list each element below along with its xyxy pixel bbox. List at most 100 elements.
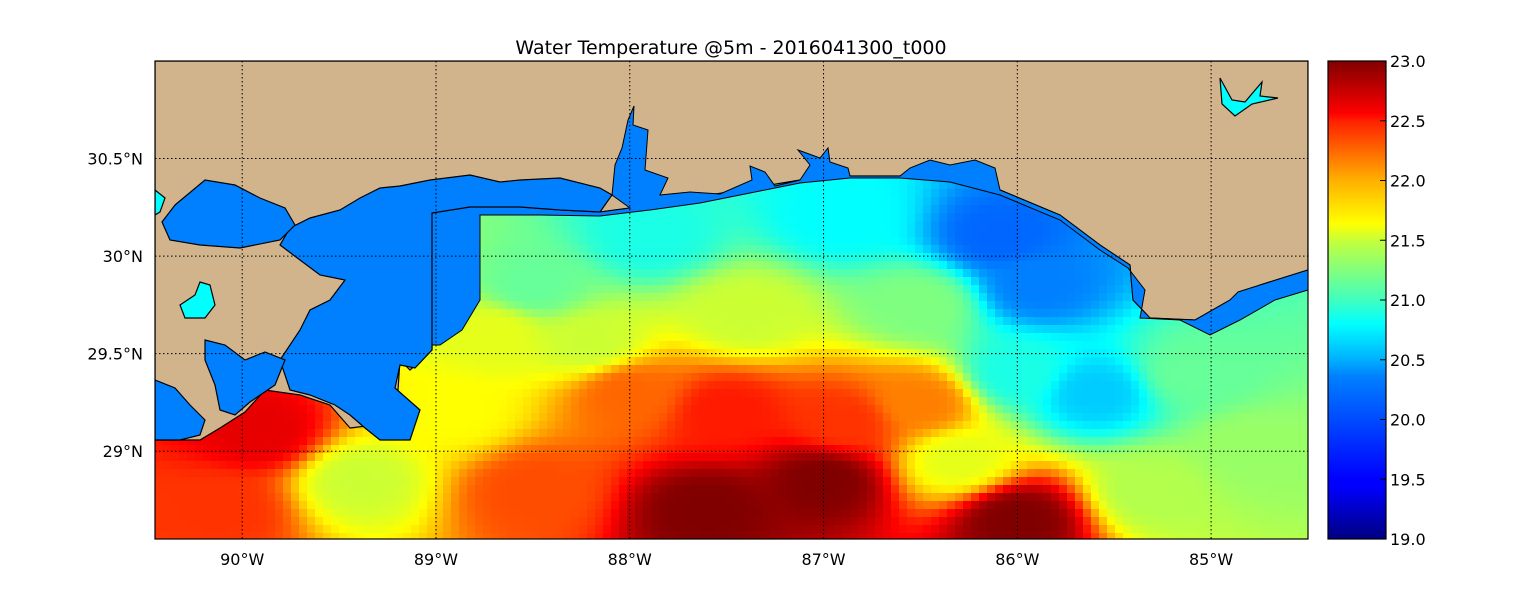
temperature-cell <box>843 309 852 318</box>
temperature-cell <box>1075 245 1084 254</box>
temperature-cell <box>971 205 980 214</box>
temperature-cell <box>1243 325 1252 334</box>
temperature-cell <box>1011 277 1020 286</box>
temperature-cell <box>539 285 548 294</box>
temperature-cell <box>1187 325 1196 334</box>
temperature-cell <box>627 333 636 342</box>
temperature-cell <box>571 317 580 326</box>
temperature-cell <box>491 325 500 334</box>
temperature-cell <box>699 285 708 294</box>
temperature-cell <box>787 229 796 238</box>
temperature-cell <box>963 197 972 206</box>
temperature-cell <box>1291 309 1300 318</box>
temperature-cell <box>579 269 588 278</box>
temperature-cell <box>651 333 660 342</box>
temperature-cell <box>531 293 540 302</box>
temperature-cell <box>923 301 932 310</box>
temperature-cell <box>555 333 564 342</box>
temperature-cell <box>1035 293 1044 302</box>
temperature-cell <box>731 213 740 222</box>
temperature-cell <box>787 325 796 334</box>
temperature-cell <box>779 293 788 302</box>
temperature-cell <box>555 317 564 326</box>
temperature-cell <box>1011 253 1020 262</box>
temperature-cell <box>675 269 684 278</box>
temperature-cell <box>1003 277 1012 286</box>
temperature-cell <box>1131 309 1140 318</box>
temperature-cell <box>979 229 988 238</box>
temperature-cell <box>683 229 692 238</box>
temperature-cell <box>931 221 940 230</box>
temperature-cell <box>851 213 860 222</box>
temperature-cell <box>515 213 524 222</box>
temperature-cell <box>1019 317 1028 326</box>
temperature-cell <box>939 253 948 262</box>
temperature-cell <box>1027 221 1036 230</box>
temperature-cell <box>675 213 684 222</box>
temperature-cell <box>659 229 668 238</box>
temperature-cell <box>619 317 628 326</box>
temperature-cell <box>1099 277 1108 286</box>
temperature-cell <box>971 317 980 326</box>
temperature-cell <box>603 333 612 342</box>
temperature-cell <box>707 205 716 214</box>
temperature-cell <box>1003 285 1012 294</box>
temperature-cell <box>1091 277 1100 286</box>
temperature-cell <box>851 269 860 278</box>
temperature-cell <box>987 325 996 334</box>
temperature-cell <box>1147 317 1156 326</box>
temperature-cell <box>675 285 684 294</box>
temperature-cell <box>1043 309 1052 318</box>
temperature-cell <box>563 325 572 334</box>
temperature-cell <box>1035 237 1044 246</box>
temperature-cell <box>787 213 796 222</box>
temperature-cell <box>835 293 844 302</box>
temperature-cell <box>691 269 700 278</box>
temperature-cell <box>771 189 780 198</box>
temperature-cell <box>987 221 996 230</box>
temperature-cell <box>691 277 700 286</box>
temperature-cell <box>627 229 636 238</box>
temperature-cell <box>1035 317 1044 326</box>
temperature-cell <box>923 277 932 286</box>
temperature-cell <box>851 221 860 230</box>
temperature-cell <box>1019 229 1028 238</box>
temperature-cell <box>587 261 596 270</box>
temperature-cell <box>899 189 908 198</box>
temperature-cell <box>763 261 772 270</box>
temperature-cell <box>563 301 572 310</box>
temperature-cell <box>971 229 980 238</box>
temperature-cell <box>571 309 580 318</box>
temperature-cell <box>571 261 580 270</box>
temperature-cell <box>963 317 972 326</box>
temperature-cell <box>659 237 668 246</box>
temperature-cell <box>499 253 508 262</box>
temperature-cell <box>867 317 876 326</box>
temperature-cell <box>795 181 804 190</box>
temperature-cell <box>939 245 948 254</box>
temperature-cell <box>787 317 796 326</box>
temperature-cell <box>459 333 468 342</box>
temperature-cell <box>811 301 820 310</box>
temperature-cell <box>803 317 812 326</box>
temperature-cell <box>963 309 972 318</box>
temperature-cell <box>987 277 996 286</box>
temperature-cell <box>835 277 844 286</box>
temperature-cell <box>915 277 924 286</box>
temperature-cell <box>843 317 852 326</box>
temperature-cell <box>995 253 1004 262</box>
temperature-cell <box>755 189 764 198</box>
temperature-cell <box>611 269 620 278</box>
temperature-cell <box>795 293 804 302</box>
temperature-cell <box>1299 293 1308 302</box>
temperature-cell <box>787 221 796 230</box>
temperature-cell <box>667 293 676 302</box>
temperature-cell <box>483 285 492 294</box>
temperature-cell <box>707 301 716 310</box>
temperature-cell <box>803 181 812 190</box>
temperature-cell <box>947 309 956 318</box>
temperature-cell <box>763 229 772 238</box>
temperature-cell <box>619 269 628 278</box>
temperature-cell <box>979 221 988 230</box>
temperature-cell <box>707 229 716 238</box>
